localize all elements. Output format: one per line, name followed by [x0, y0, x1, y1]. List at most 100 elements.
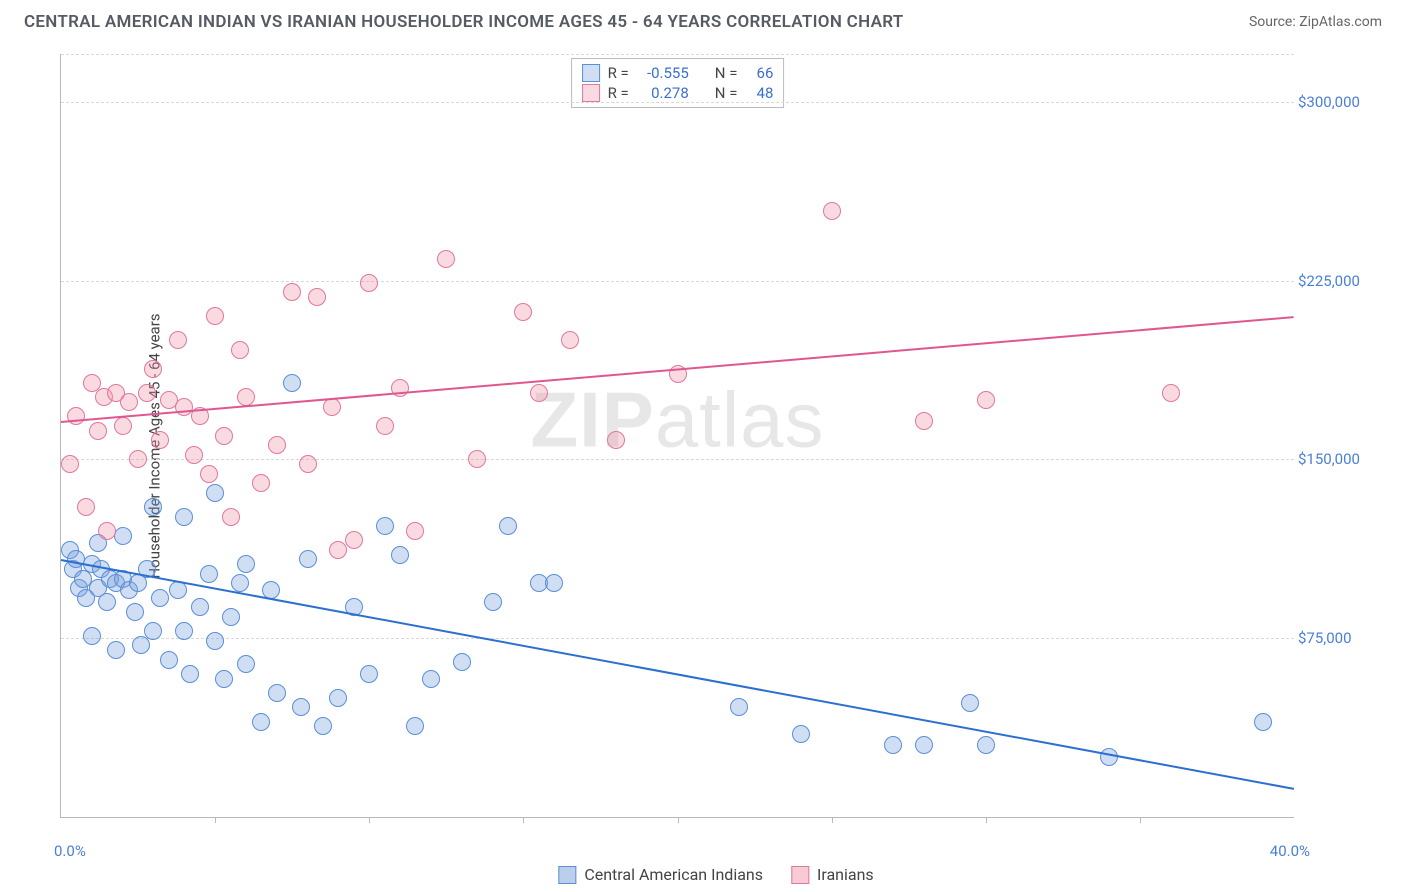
chart-source: Source: ZipAtlas.com — [1249, 14, 1382, 30]
scatter-point — [292, 698, 310, 716]
scatter-point — [468, 450, 486, 468]
scatter-point — [514, 303, 532, 321]
legend-swatch — [582, 64, 600, 82]
scatter-point — [129, 450, 147, 468]
scatter-point — [175, 508, 193, 526]
scatter-point — [561, 331, 579, 349]
scatter-point — [144, 622, 162, 640]
scatter-point — [314, 717, 332, 735]
chart-header: CENTRAL AMERICAN INDIAN VS IRANIAN HOUSE… — [0, 0, 1406, 40]
scatter-point — [376, 517, 394, 535]
scatter-point — [915, 736, 933, 754]
scatter-point — [114, 417, 132, 435]
legend-swatch — [558, 866, 576, 884]
scatter-point — [977, 391, 995, 409]
x-tick — [215, 817, 216, 823]
watermark: ZIPatlas — [530, 375, 824, 466]
trend-line — [61, 316, 1294, 423]
correlation-legend: R =-0.555N =66R =0.278N =48 — [571, 58, 785, 108]
source-link[interactable]: ZipAtlas.com — [1299, 14, 1382, 30]
scatter-point — [323, 398, 341, 416]
legend-n-value: 66 — [745, 64, 773, 82]
legend-item: Central American Indians — [558, 865, 763, 884]
trend-line — [61, 560, 1294, 791]
scatter-point — [299, 550, 317, 568]
scatter-point — [437, 250, 455, 268]
scatter-point — [67, 407, 85, 425]
scatter-point — [98, 593, 116, 611]
scatter-point — [200, 565, 218, 583]
scatter-point — [215, 427, 233, 445]
scatter-point — [299, 455, 317, 473]
scatter-point — [1254, 713, 1272, 731]
scatter-point — [114, 527, 132, 545]
scatter-point — [915, 412, 933, 430]
x-axis-labels: 0.0% 40.0% — [60, 838, 1294, 858]
legend-n-label: N = — [715, 84, 738, 102]
scatter-point — [268, 684, 286, 702]
scatter-point — [961, 694, 979, 712]
scatter-point — [406, 522, 424, 540]
scatter-point — [823, 202, 841, 220]
scatter-point — [545, 574, 563, 592]
scatter-point — [138, 384, 156, 402]
scatter-point — [484, 593, 502, 611]
gridline-h — [61, 54, 1294, 55]
scatter-point — [151, 431, 169, 449]
gridline-h — [61, 459, 1294, 460]
scatter-point — [151, 589, 169, 607]
scatter-point — [884, 736, 902, 754]
gridline-h — [61, 638, 1294, 639]
scatter-point — [107, 641, 125, 659]
x-min-label: 0.0% — [54, 842, 86, 860]
scatter-point — [252, 713, 270, 731]
legend-series-label: Iranians — [817, 865, 874, 884]
legend-r-label: R = — [608, 84, 629, 102]
scatter-point — [1100, 748, 1118, 766]
scatter-point — [422, 670, 440, 688]
scatter-point — [360, 274, 378, 292]
gridline-h — [61, 102, 1294, 103]
scatter-point — [169, 581, 187, 599]
chart-area: Householder Income Ages 45 - 64 years ZI… — [50, 54, 1382, 838]
scatter-point — [268, 436, 286, 454]
scatter-point — [283, 283, 301, 301]
x-tick — [1140, 817, 1141, 823]
scatter-point — [215, 670, 233, 688]
scatter-point — [181, 665, 199, 683]
scatter-point — [345, 531, 363, 549]
scatter-point — [530, 384, 548, 402]
legend-item: Iranians — [791, 865, 874, 884]
scatter-point — [730, 698, 748, 716]
scatter-point — [132, 636, 150, 654]
scatter-point — [185, 446, 203, 464]
gridline-h — [61, 281, 1294, 282]
scatter-point — [160, 651, 178, 669]
x-tick — [832, 817, 833, 823]
scatter-point — [144, 360, 162, 378]
scatter-point — [252, 474, 270, 492]
scatter-point — [406, 717, 424, 735]
chart-title: CENTRAL AMERICAN INDIAN VS IRANIAN HOUSE… — [24, 12, 904, 32]
x-max-label: 40.0% — [1270, 842, 1310, 860]
scatter-point — [144, 498, 162, 516]
scatter-point — [231, 574, 249, 592]
scatter-point — [200, 465, 218, 483]
y-tick-label: $75,000 — [1298, 629, 1378, 647]
scatter-point — [120, 393, 138, 411]
scatter-point — [206, 484, 224, 502]
scatter-point — [206, 307, 224, 325]
scatter-point — [237, 655, 255, 673]
legend-r-label: R = — [608, 64, 629, 82]
scatter-point — [61, 455, 79, 473]
scatter-point — [222, 608, 240, 626]
y-tick-label: $225,000 — [1298, 272, 1378, 290]
legend-series-label: Central American Indians — [584, 865, 763, 884]
scatter-point — [499, 517, 517, 535]
legend-row: R =-0.555N =66 — [582, 63, 774, 83]
scatter-point — [329, 689, 347, 707]
y-tick-label: $150,000 — [1298, 450, 1378, 468]
scatter-point — [308, 288, 326, 306]
scatter-point — [222, 508, 240, 526]
scatter-point — [977, 736, 995, 754]
